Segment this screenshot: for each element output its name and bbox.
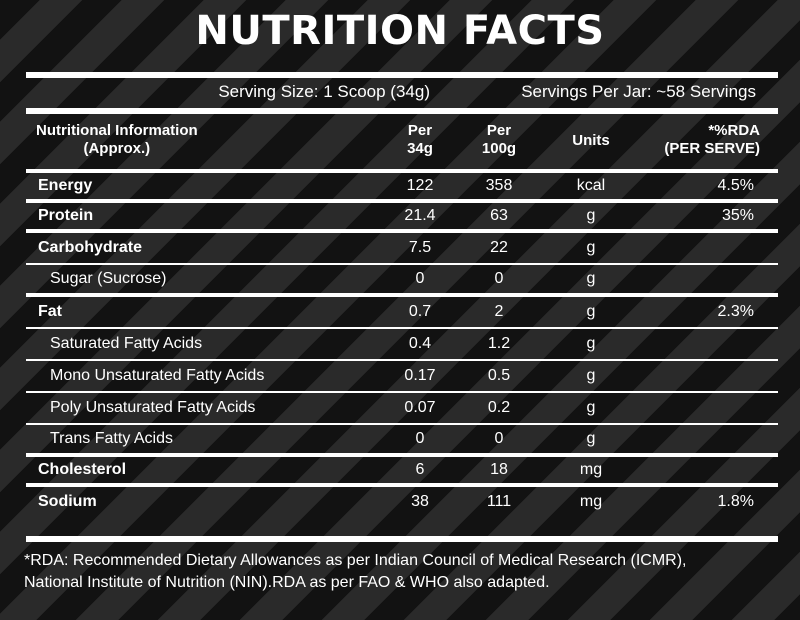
nutrient-name: Energy [38,177,93,194]
unit: g [586,207,596,224]
value-per-100g: 111 [486,493,512,510]
rda-percent: 2.3% [717,303,754,320]
unit: g [586,335,596,352]
value-per-34g: 0.07 [404,399,436,416]
header-per-34g: Per 34g [390,122,450,158]
header-info-line1: Nutritional Information [36,122,198,139]
header-rda-line2: (PER SERVE) [664,140,760,157]
footnote-line2: National Institute of Nutrition (NIN).RD… [24,574,550,591]
value-per-100g: 18 [490,461,508,478]
nutrient-name: Saturated Fatty Acids [50,335,203,352]
header-per34-line2: 34g [407,140,433,157]
value-per-100g: 22 [490,239,508,256]
value-per-34g: 0 [415,430,425,447]
value-per-100g: 0.2 [487,399,511,416]
header-per-100g: Per 100g [469,122,529,158]
table-row: Sugar (Sucrose) 0 0 g [26,265,778,297]
rda-percent: 4.5% [717,177,754,194]
table-row: Energy 122 358 kcal 4.5% [26,173,778,203]
table-row: Sodium 38 111 mg 1.8% [26,487,778,517]
table-row: Cholesterol 6 18 mg [26,457,778,487]
serving-size: Serving Size: 1 Scoop (34g) [218,82,430,101]
nutrient-name: Fat [38,303,62,320]
nutrient-name: Mono Unsaturated Fatty Acids [50,367,265,384]
table-row: Saturated Fatty Acids 0.4 1.2 g [26,329,778,361]
unit: mg [579,493,603,510]
serving-info: Serving Size: 1 Scoop (34g) Servings Per… [26,78,778,108]
unit: g [586,303,596,320]
header-rda: *%RDA (PER SERVE) [664,122,760,158]
header-per100-line1: Per [486,122,512,139]
page-title: NUTRITION FACTS [195,8,605,54]
unit: g [586,430,596,447]
rda-percent: 35% [721,207,754,224]
table-row: Trans Fatty Acids 0 0 g [26,425,778,457]
table-header: Nutritional Information (Approx.) Per 34… [26,114,778,169]
nutrition-table-body: Energy 122 358 kcal 4.5% Protein 21.4 63… [26,173,778,517]
header-rule [26,169,778,173]
value-per-100g: 63 [490,207,508,224]
unit: g [586,367,596,384]
header-per34-line1: Per [407,122,433,139]
header-info-line2: (Approx.) [83,140,151,157]
table-row: Protein 21.4 63 g 35% [26,203,778,233]
nutrient-name: Sodium [38,493,97,510]
value-per-34g: 0.7 [408,303,432,320]
top-rule [26,72,778,78]
value-per-100g: 2 [494,303,504,320]
header-per100-line2: 100g [481,140,517,157]
table-row: Mono Unsaturated Fatty Acids 0.17 0.5 g [26,361,778,393]
rda-percent: 1.8% [717,493,754,510]
header-units: Units [572,132,610,149]
value-per-34g: 6 [415,461,425,478]
servings-per-jar: Servings Per Jar: ~58 Servings [521,82,756,101]
footnote-line1: *RDA: Recommended Dietary Allowances as … [24,552,687,569]
nutrient-name: Poly Unsaturated Fatty Acids [50,399,256,416]
value-per-100g: 0 [494,430,504,447]
unit: g [586,270,596,287]
value-per-34g: 38 [411,493,429,510]
value-per-34g: 21.4 [404,207,436,224]
unit: kcal [576,177,606,194]
header-rda-line1: *%RDA [708,122,760,139]
serving-rule [26,108,778,114]
nutrient-name: Cholesterol [38,461,127,478]
value-per-100g: 0 [494,270,504,287]
header-nutritional-info: Nutritional Information (Approx.) [36,122,198,158]
value-per-100g: 358 [485,177,513,194]
nutrient-name: Trans Fatty Acids [50,430,173,447]
value-per-34g: 7.5 [408,239,432,256]
table-row: Poly Unsaturated Fatty Acids 0.07 0.2 g [26,393,778,425]
nutrient-name: Sugar (Sucrose) [50,270,167,287]
unit: g [586,399,596,416]
value-per-100g: 1.2 [487,335,511,352]
table-row: Fat 0.7 2 g 2.3% [26,297,778,329]
unit: mg [579,461,603,478]
bottom-rule [26,536,778,542]
value-per-34g: 0.17 [404,367,436,384]
unit: g [586,239,596,256]
table-row: Carbohydrate 7.5 22 g [26,233,778,265]
rda-footnote: *RDA: Recommended Dietary Allowances as … [24,550,784,594]
value-per-34g: 0.4 [408,335,432,352]
nutrient-name: Carbohydrate [38,239,143,256]
value-per-34g: 122 [406,177,434,194]
value-per-100g: 0.5 [487,367,511,384]
nutrient-name: Protein [38,207,94,224]
value-per-34g: 0 [415,270,425,287]
